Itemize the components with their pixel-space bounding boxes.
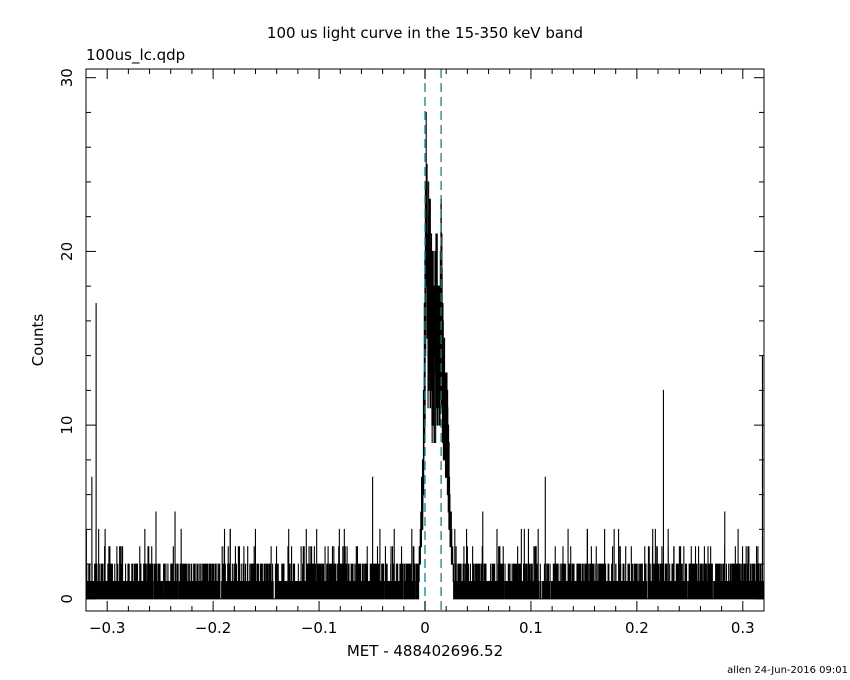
x-axis-label: MET - 488402696.52 xyxy=(347,642,503,660)
light-curve-series xyxy=(85,111,764,600)
y-tick-label: 20 xyxy=(58,242,76,261)
x-tick-label: 0 xyxy=(420,619,430,637)
x-tick-label: −0.1 xyxy=(301,619,337,637)
vertical-markers xyxy=(424,69,442,611)
y-tick-label: 0 xyxy=(58,594,76,604)
y-tick-label: 30 xyxy=(58,68,76,87)
footer-stamp: allen 24-Jun-2016 09:01 xyxy=(727,665,848,676)
axis-ticks: −0.3 −0.2 −0.1 0 0.1 0.2 0.3 0 10 20 30 xyxy=(58,68,765,637)
data-series xyxy=(85,111,764,600)
chart-subtitle: 100us_lc.qdp xyxy=(86,46,185,65)
x-tick-label: −0.2 xyxy=(195,619,231,637)
x-tick-label: 0.2 xyxy=(625,619,649,637)
x-tick-label: 0.1 xyxy=(519,619,543,637)
y-axis-label: Counts xyxy=(29,314,47,367)
x-tick-label: 0.3 xyxy=(731,619,755,637)
x-tick-label: −0.3 xyxy=(89,619,125,637)
chart-title: 100 us light curve in the 15-350 keV ban… xyxy=(267,24,583,42)
y-tick-label: 10 xyxy=(58,416,76,435)
